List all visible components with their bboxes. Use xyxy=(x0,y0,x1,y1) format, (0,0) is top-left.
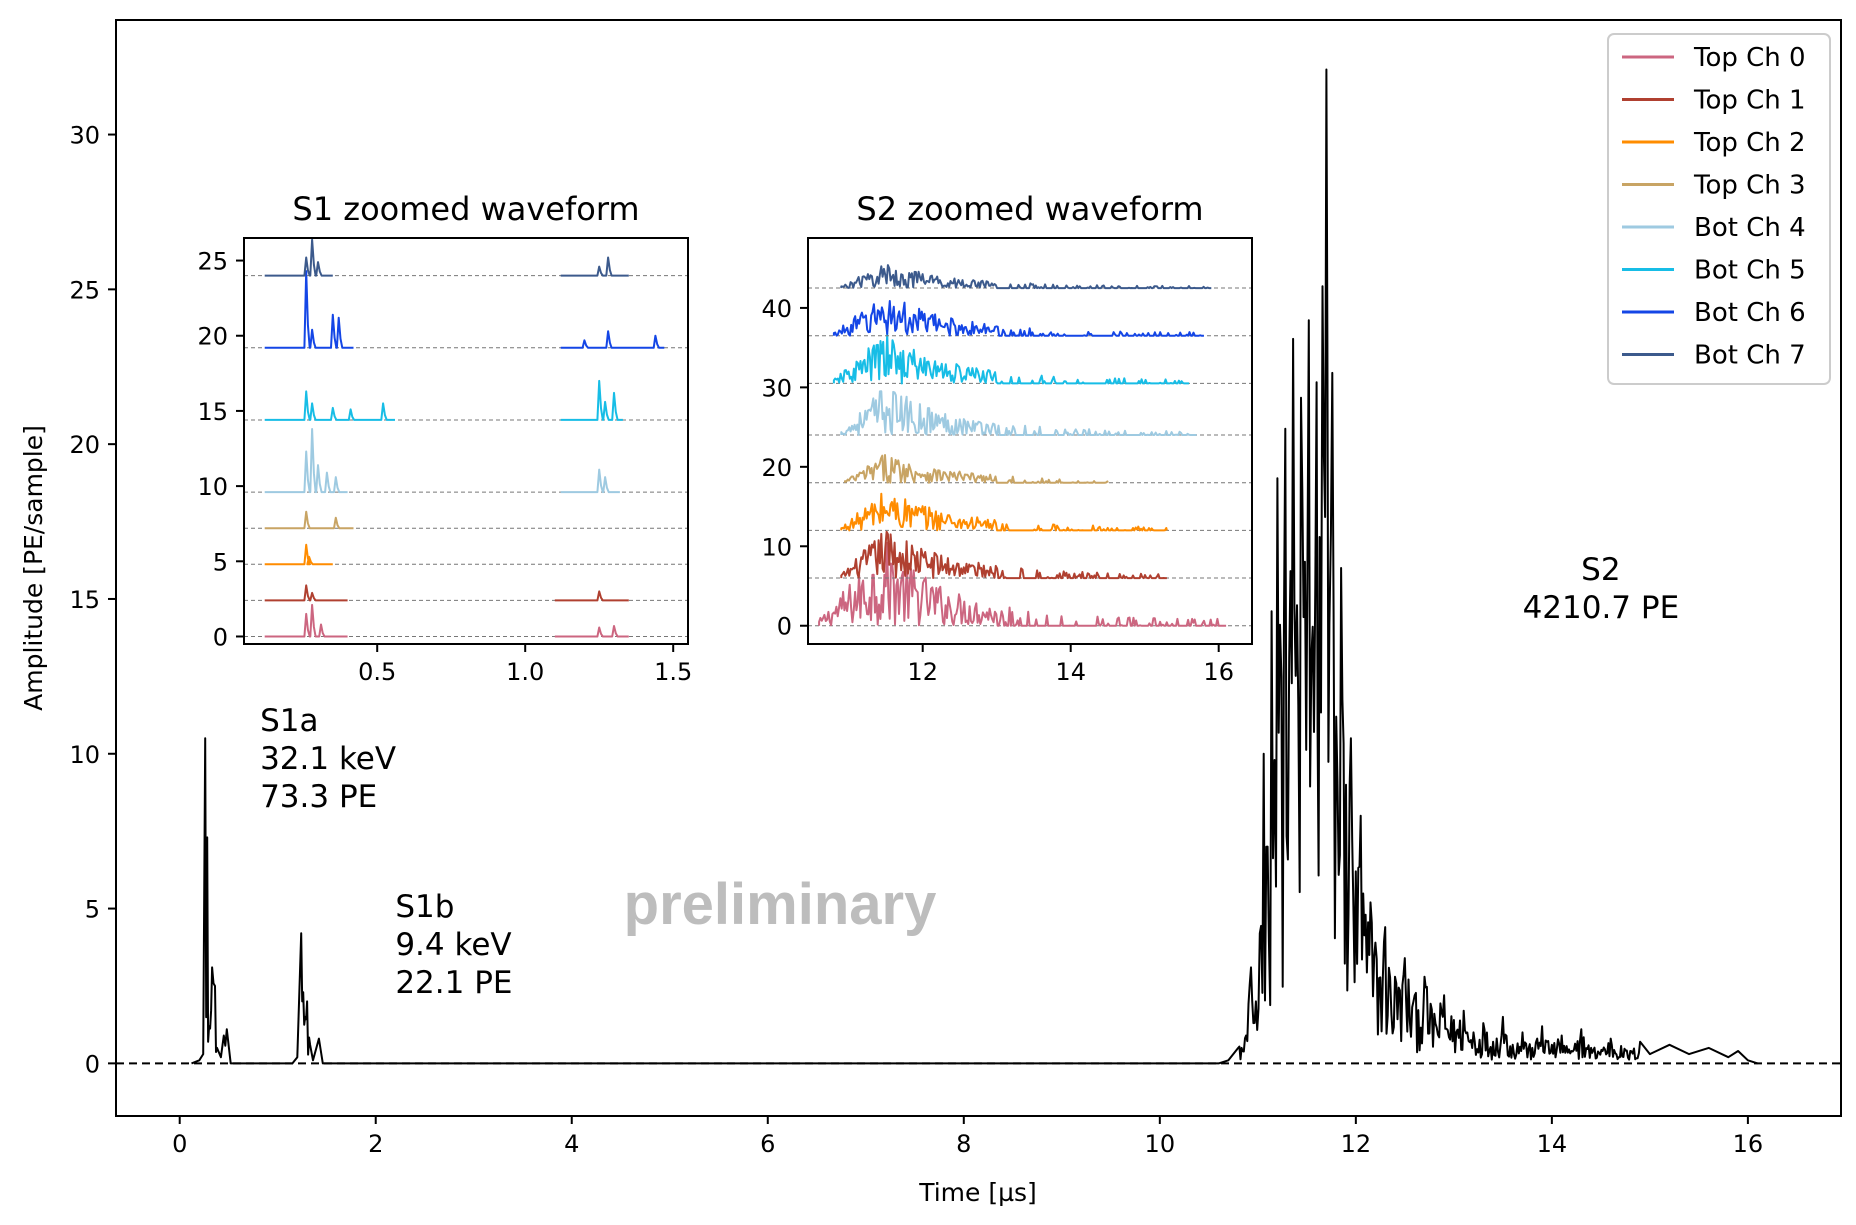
s1-inset-frame xyxy=(243,237,689,645)
preliminary-watermark: preliminary xyxy=(624,872,937,937)
inset-x-tick-label: 1.5 xyxy=(654,658,692,686)
x-tick-label: 2 xyxy=(368,1130,383,1158)
annotation-line: 22.1 PE xyxy=(395,965,512,1001)
channel-trace xyxy=(832,300,1204,337)
s2-inset-ticks: 12 14 16 0 10 20 30 40 xyxy=(761,295,1234,686)
annotation-line: S1a xyxy=(260,703,318,739)
s1-inset-background xyxy=(244,238,688,644)
inset-y-tick-label: 0 xyxy=(777,613,792,641)
s1-inset: S1 zoomed waveform 0.5 1.0 1.5 0 5 10 15 20 25 xyxy=(197,190,692,686)
channel-trace xyxy=(264,238,629,277)
channel-trace xyxy=(844,454,1109,484)
legend-label: Bot Ch 6 xyxy=(1694,298,1806,328)
inset-y-tick-label: 30 xyxy=(761,374,792,402)
x-tick-label: 16 xyxy=(1733,1130,1764,1158)
inset-x-tick-label: 16 xyxy=(1203,658,1234,686)
s2-inset: S2 zoomed waveform 12 14 16 0 10 20 30 40 xyxy=(761,190,1253,686)
channel-trace xyxy=(832,332,1190,385)
s2-inset-frame xyxy=(807,237,1253,645)
inset-x-tick-label: 1.0 xyxy=(506,658,544,686)
channel-trace xyxy=(264,428,620,494)
x-tick-label: 0 xyxy=(172,1130,187,1158)
legend-label: Bot Ch 7 xyxy=(1694,341,1806,371)
main-plot: 0 2 4 6 8 10 12 14 16 0 5 10 15 20 25 30 preliminary S1… xyxy=(19,19,1842,1207)
annotation-line: S2 xyxy=(1581,552,1620,588)
inset-y-tick-label: 10 xyxy=(761,533,792,561)
inset-y-tick-label: 40 xyxy=(761,295,792,323)
s2-inset-title: S2 zoomed waveform xyxy=(856,190,1203,228)
main-waveform-trace xyxy=(191,68,1759,1065)
channel-trace xyxy=(264,603,629,638)
x-tick-label: 12 xyxy=(1341,1130,1372,1158)
y-tick-label: 20 xyxy=(69,431,100,459)
inset-y-tick-label: 0 xyxy=(213,623,228,651)
legend-label: Top Ch 3 xyxy=(1693,171,1806,201)
legend-label: Top Ch 1 xyxy=(1693,86,1806,116)
channel-trace xyxy=(840,530,1168,580)
inset-y-tick-label: 20 xyxy=(197,323,228,351)
legend-label: Bot Ch 5 xyxy=(1694,256,1806,286)
y-tick-label: 5 xyxy=(85,896,100,924)
y-tick-label: 15 xyxy=(69,586,100,614)
channel-trace xyxy=(264,510,354,530)
s1-inset-ticks: 0.5 1.0 1.5 0 5 10 15 20 25 xyxy=(197,248,692,686)
channel-trace xyxy=(264,584,629,602)
s2-inset-background xyxy=(808,238,1252,644)
y-tick-label: 0 xyxy=(85,1050,100,1078)
inset-y-tick-label: 25 xyxy=(197,248,228,276)
y-tick-label: 10 xyxy=(69,741,100,769)
y-axis-label: Amplitude [PE/sample] xyxy=(19,425,48,711)
legend-label: Bot Ch 4 xyxy=(1694,213,1806,243)
legend-label: Top Ch 0 xyxy=(1693,43,1806,73)
s2-inset-traces xyxy=(808,264,1252,627)
channel-trace xyxy=(840,390,1197,436)
channel-trace xyxy=(264,379,623,421)
main-plot-frame xyxy=(115,19,1842,1117)
x-tick-label: 4 xyxy=(564,1130,579,1158)
channel-trace xyxy=(840,264,1212,290)
annotation-line: 32.1 keV xyxy=(260,741,396,777)
x-tick-label: 6 xyxy=(760,1130,775,1158)
channel-trace xyxy=(264,270,665,349)
x-axis-label: Time [µs] xyxy=(918,1178,1037,1207)
x-tick-label: 8 xyxy=(956,1130,971,1158)
y-tick-label: 30 xyxy=(69,122,100,150)
main-axis-ticks: 0 2 4 6 8 10 12 14 16 0 5 10 15 20 25 30 xyxy=(69,122,1763,1158)
y-tick-label: 25 xyxy=(69,276,100,304)
annotation-line: 9.4 keV xyxy=(395,927,511,963)
inset-x-tick-label: 12 xyxy=(907,658,938,686)
inset-y-tick-label: 15 xyxy=(197,398,228,426)
legend-entries: Top Ch 0 Top Ch 1 Top Ch 2 Top Ch 3 Bot Ch 4… xyxy=(1622,43,1806,371)
inset-y-tick-label: 10 xyxy=(197,473,228,501)
legend-label: Top Ch 2 xyxy=(1693,128,1806,158)
inset-y-tick-label: 20 xyxy=(761,454,792,482)
inset-x-tick-label: 0.5 xyxy=(358,658,396,686)
s1-inset-traces xyxy=(244,238,688,638)
legend-frame xyxy=(1607,33,1831,385)
annotation-line: 4210.7 PE xyxy=(1523,590,1680,626)
inset-y-tick-label: 5 xyxy=(213,548,228,576)
annotation-line: 73.3 PE xyxy=(260,779,377,815)
x-tick-label: 10 xyxy=(1145,1130,1176,1158)
channel-trace xyxy=(818,541,1227,627)
x-tick-label: 14 xyxy=(1537,1130,1568,1158)
legend: Top Ch 0 Top Ch 1 Top Ch 2 Top Ch 3 Bot Ch 4… xyxy=(1607,33,1831,385)
inset-x-tick-label: 14 xyxy=(1055,658,1086,686)
annotation-line: S1b xyxy=(395,889,454,925)
channel-trace xyxy=(264,543,333,566)
s1-inset-title: S1 zoomed waveform xyxy=(292,190,639,228)
channel-trace xyxy=(840,492,1168,532)
